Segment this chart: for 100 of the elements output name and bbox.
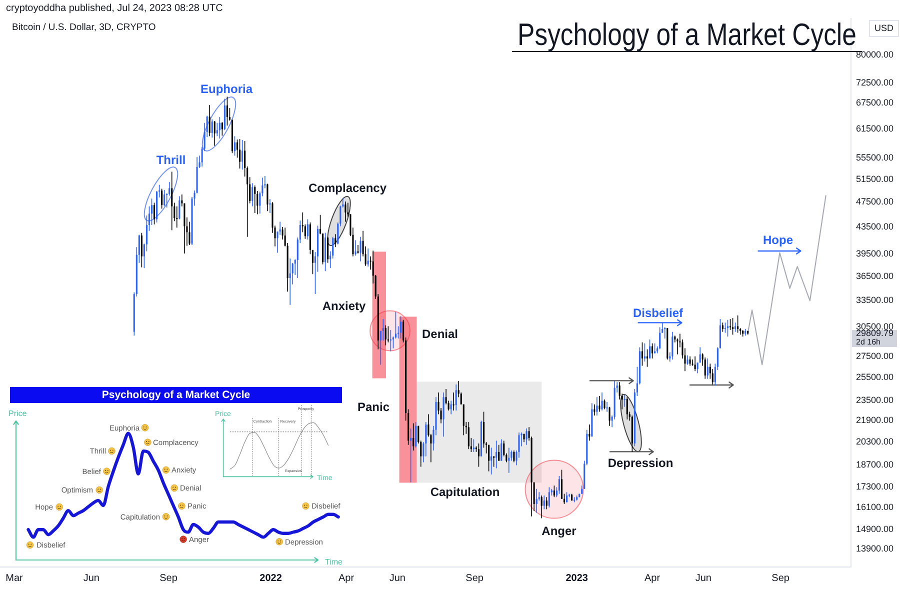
candlestick xyxy=(452,392,454,411)
candlestick xyxy=(214,120,216,146)
candlestick xyxy=(704,357,706,380)
candlestick xyxy=(596,396,598,416)
candlestick xyxy=(689,356,691,366)
annotation: Panic xyxy=(357,400,390,414)
candlestick xyxy=(252,182,254,207)
candlestick xyxy=(594,404,596,416)
candlestick xyxy=(442,392,444,437)
y-tick-label: 55500.00 xyxy=(856,152,894,163)
candlestick xyxy=(153,202,156,225)
y-tick-label: 20300.00 xyxy=(856,436,894,447)
candlestick xyxy=(513,450,515,463)
y-axis-title: USD xyxy=(869,20,899,37)
candlestick xyxy=(234,136,236,156)
candlestick xyxy=(694,356,696,372)
candlestick xyxy=(354,240,356,256)
candlestick xyxy=(390,330,392,352)
y-tick-label: 23500.00 xyxy=(856,395,894,406)
y-tick-label: 21900.00 xyxy=(856,415,894,426)
candlestick xyxy=(488,444,490,472)
candlestick xyxy=(211,118,213,138)
candlestick xyxy=(604,399,606,410)
candlestick xyxy=(732,318,734,336)
candlestick xyxy=(178,196,180,220)
candlestick xyxy=(540,495,542,519)
candlestick xyxy=(357,244,359,254)
candlestick xyxy=(415,422,417,448)
candlestick xyxy=(327,237,329,264)
y-tick-label: 39500.00 xyxy=(856,248,894,259)
candlestick xyxy=(140,232,142,268)
candlestick xyxy=(218,116,220,139)
x-tick-label: Jun xyxy=(83,572,100,584)
annotation: Hope xyxy=(763,233,793,247)
y-tick-label: 14900.00 xyxy=(856,524,894,534)
candlestick xyxy=(161,188,163,210)
text: 2d 16h xyxy=(856,338,880,347)
candlestick xyxy=(654,342,656,354)
candlestick xyxy=(266,183,268,212)
candlestick xyxy=(508,447,510,474)
candlestick xyxy=(566,492,568,503)
candlestick xyxy=(254,184,256,214)
y-tick-label: 18700.00 xyxy=(856,460,894,470)
candlestick xyxy=(224,98,226,131)
annotation: Complacency xyxy=(308,181,387,195)
y-tick-label: 16100.00 xyxy=(856,502,894,512)
candlestick xyxy=(696,362,698,374)
candlestick xyxy=(269,198,271,214)
candlestick xyxy=(601,392,603,411)
candlestick xyxy=(384,324,386,346)
candlestick xyxy=(500,438,502,462)
candlestick xyxy=(558,476,560,494)
y-tick-label: 13900.00 xyxy=(856,543,894,554)
y-tick-label: 72500.00 xyxy=(856,77,894,88)
candlestick xyxy=(526,428,528,446)
candlestick xyxy=(455,384,457,411)
candlestick xyxy=(344,201,346,222)
candlestick xyxy=(450,400,452,415)
candlestick xyxy=(490,447,492,475)
y-tick-label: 43500.00 xyxy=(856,221,894,232)
candlestick xyxy=(279,221,281,236)
y-tick-label: 17300.00 xyxy=(856,482,894,492)
candlestick xyxy=(306,218,308,240)
candlestick xyxy=(387,326,389,343)
candlestick xyxy=(649,339,651,359)
candlestick xyxy=(646,348,648,368)
text: Bitcoin / U.S. Dollar, 3D, CRYPTO xyxy=(12,22,156,34)
chart-title: Psychology of a Market Cycle xyxy=(518,17,856,52)
candlestick xyxy=(176,206,178,228)
x-tick-label: Jun xyxy=(695,572,712,584)
y-tick-label: 51500.00 xyxy=(856,174,894,184)
candlestick xyxy=(226,96,228,126)
candlestick xyxy=(737,314,739,334)
candlestick xyxy=(729,318,732,330)
candlestick xyxy=(498,444,500,462)
x-tick-label: 2023 xyxy=(566,572,588,584)
candlestick xyxy=(496,440,498,469)
y-tick-label: 27500.00 xyxy=(856,350,894,361)
candlestick xyxy=(553,485,555,498)
annotation: Capitulation xyxy=(430,485,500,499)
candlestick xyxy=(478,443,480,468)
y-tick-label: 25500.00 xyxy=(856,372,894,382)
candlestick xyxy=(188,221,190,246)
candlestick xyxy=(608,406,610,426)
y-tick-label: 33500.00 xyxy=(856,295,894,306)
candlestick xyxy=(659,326,661,350)
annotation: Thrill xyxy=(156,153,186,167)
candlestick xyxy=(626,396,628,420)
candlestick xyxy=(641,342,644,366)
candlestick xyxy=(468,422,470,450)
candlestick xyxy=(242,140,244,170)
candlestick xyxy=(606,402,608,412)
candlestick xyxy=(367,248,369,267)
annotation: Depression xyxy=(608,456,674,470)
candlestick xyxy=(412,422,414,451)
candlestick xyxy=(221,122,223,136)
candlestick xyxy=(164,190,166,207)
y-axis-title: Price xyxy=(8,409,28,418)
candlestick xyxy=(624,394,626,408)
candlestick xyxy=(472,438,474,452)
